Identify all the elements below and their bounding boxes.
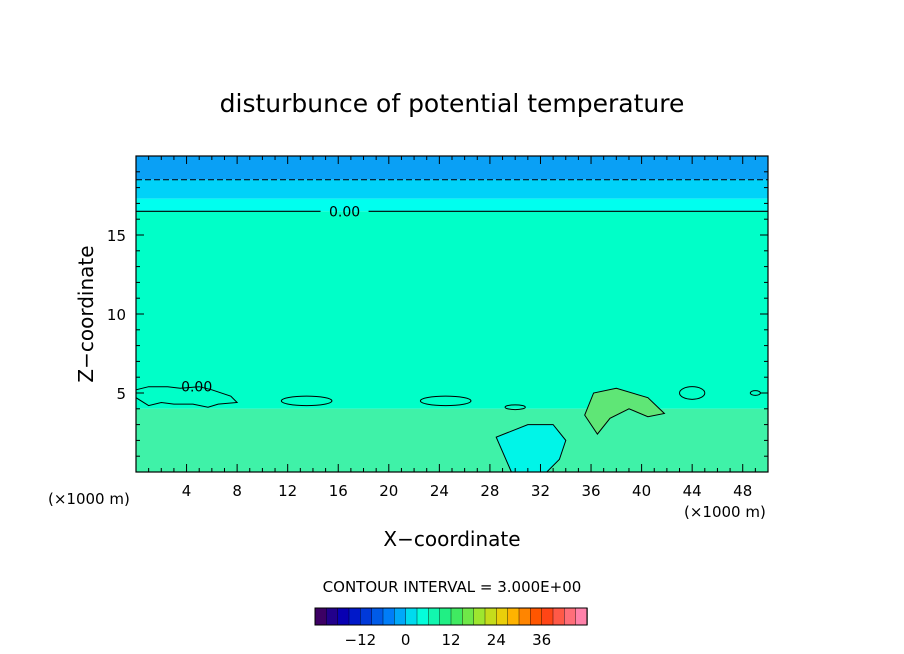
colorbar: −12 0 12 24 36 <box>314 607 588 649</box>
plot-area: 0.00 0.00 <box>135 156 768 473</box>
colorbar-cell <box>416 607 430 626</box>
y-axis: 5 10 15 <box>107 171 768 457</box>
colorbar-cell <box>394 607 407 626</box>
colorbar-frame <box>314 607 588 626</box>
colorbar-cell <box>326 607 339 626</box>
contour-blob-2 <box>504 404 526 411</box>
colorbar-cell <box>450 607 464 626</box>
colorbar-cell <box>360 607 373 626</box>
x-axis-label: X−coordinate <box>383 527 520 551</box>
x-tick-label: 12 <box>278 482 297 500</box>
colorbar-cell <box>484 607 498 626</box>
colorbar-cell <box>541 607 554 626</box>
colorbar-cell <box>530 607 543 626</box>
band-4 <box>136 408 768 472</box>
colorbar-tick-label: 36 <box>532 631 551 649</box>
colorbar-tick-label: 12 <box>441 631 460 649</box>
x-tick-label: 16 <box>329 482 348 500</box>
colorbar-cell <box>564 607 577 626</box>
colorbar-cell <box>507 607 520 626</box>
warm-anomaly <box>584 387 666 435</box>
x-tick-label: 8 <box>232 482 242 500</box>
colorbar-cell <box>575 607 588 626</box>
colorbar-cell <box>518 607 532 626</box>
colorbar-tick-label: 24 <box>487 631 506 649</box>
colorbar-cell <box>314 607 328 626</box>
colorbar-cell <box>382 607 396 626</box>
x-tick-label: 24 <box>430 482 449 500</box>
x-tick-label: 48 <box>733 482 752 500</box>
x-tick-label: 28 <box>480 482 499 500</box>
colorbar-cell <box>496 607 509 626</box>
x-tick-label: 20 <box>379 482 398 500</box>
colorbar-tick-label: 0 <box>401 631 411 649</box>
x-tick-label: 4 <box>182 482 192 500</box>
colorbar-tick-label: −12 <box>345 631 377 649</box>
cold-anomaly <box>495 424 567 473</box>
contour-interval-label: CONTOUR INTERVAL = 3.000E+00 <box>323 578 582 596</box>
band-2 <box>136 198 768 212</box>
colorbar-cell <box>405 607 418 626</box>
x-axis: 4 8 12 16 20 24 28 32 36 40 44 48 <box>148 156 756 500</box>
y-axis-label: Z−coordinate <box>74 245 98 382</box>
contour-blob-3 <box>679 386 706 400</box>
y-tick-label: 15 <box>107 227 126 245</box>
colorbar-cell <box>371 607 384 626</box>
y-tick-label: 5 <box>116 385 126 403</box>
contour-label-0: 0.00 <box>329 204 360 220</box>
colorbar-cell <box>439 607 452 626</box>
x-unit-left: (×1000 m) <box>48 490 130 508</box>
x-unit-right: (×1000 m) <box>684 503 766 521</box>
y-tick-label: 10 <box>107 306 126 324</box>
band-0 <box>136 156 768 180</box>
chart-title: disturbunce of potential temperature <box>220 89 685 118</box>
band-1 <box>136 179 768 199</box>
colorbar-cell <box>473 607 486 626</box>
x-tick-label: 32 <box>531 482 550 500</box>
colorbar-cell <box>428 607 441 626</box>
colorbar-cell <box>552 607 566 626</box>
x-tick-label: 36 <box>581 482 600 500</box>
x-tick-label: 44 <box>683 482 702 500</box>
band-3 <box>136 211 768 409</box>
contour-blob-1 <box>419 395 472 407</box>
zero-contour-lower <box>135 386 239 408</box>
colorbar-cell <box>337 607 350 626</box>
x-tick-label: 40 <box>632 482 651 500</box>
contour-blob-0 <box>280 395 333 407</box>
colorbar-cell <box>348 607 362 626</box>
colorbar-cell <box>462 607 475 626</box>
contour-label-1: 0.00 <box>181 380 212 396</box>
